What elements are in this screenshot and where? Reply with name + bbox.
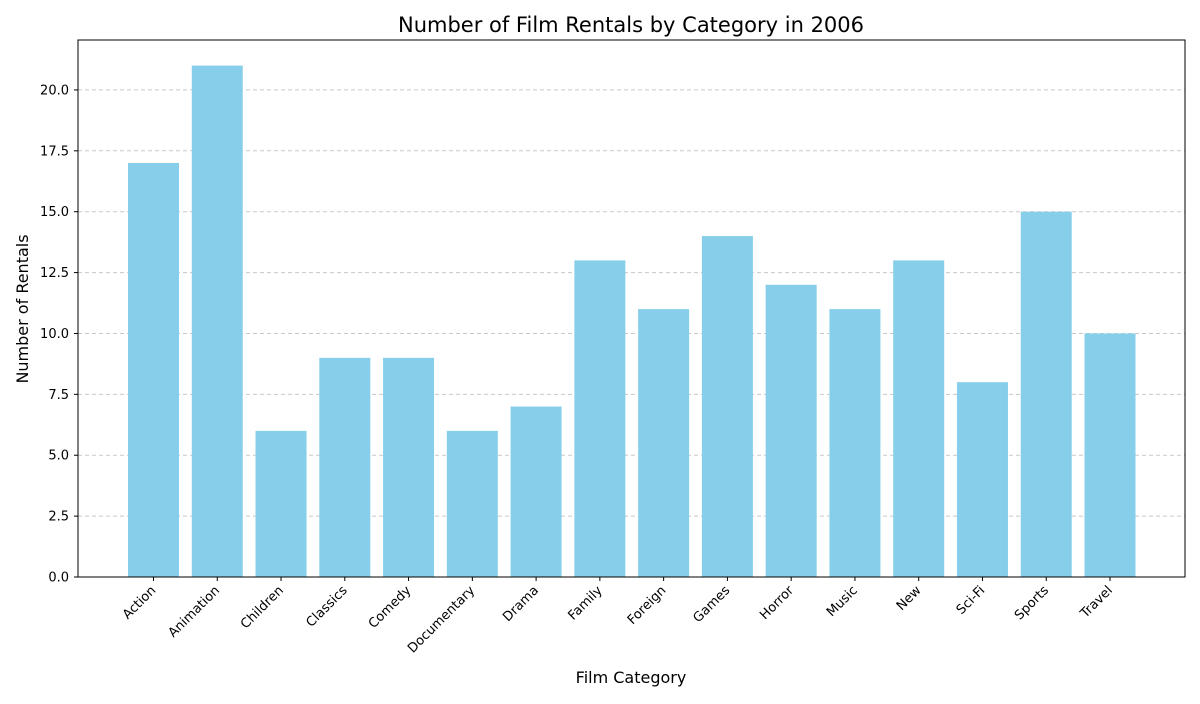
bar-action	[128, 162, 179, 577]
x-tick-label: Family	[566, 583, 606, 623]
y-tick-label: 12.5	[40, 266, 69, 281]
x-tick-label: Action	[120, 583, 159, 622]
grid-lines	[78, 89, 1185, 578]
bar-family	[574, 260, 626, 577]
bar-classics	[319, 357, 371, 577]
bars	[128, 65, 1136, 578]
y-axis-ticks: 0.0 2.5 5.0 7.5 10.0 12.5 15.0 17.5 20.0	[40, 83, 78, 586]
bar-children	[255, 430, 307, 577]
bar-travel	[1084, 333, 1136, 577]
x-tick-label: Sci-Fi	[954, 583, 989, 618]
y-tick-label: 7.5	[48, 388, 69, 403]
bar-comedy	[383, 357, 435, 577]
x-tick-label: Comedy	[366, 583, 415, 632]
y-tick-label: 0.0	[48, 571, 69, 586]
x-tick-label: Drama	[500, 583, 542, 625]
y-tick-label: 15.0	[40, 205, 69, 220]
y-tick-label: 10.0	[40, 327, 69, 342]
plot-area-frame	[77, 39, 1186, 578]
y-tick-label: 5.0	[48, 449, 69, 464]
bar-animation	[191, 65, 243, 578]
x-tick-label: Sports	[1012, 583, 1052, 623]
bar-foreign	[638, 309, 690, 577]
bar-sports	[1020, 211, 1072, 577]
bar-sci-fi	[956, 382, 1008, 577]
y-tick-label: 2.5	[48, 510, 69, 525]
y-axis-title: Number of Rentals	[13, 234, 32, 383]
y-tick-label: 20.0	[40, 83, 69, 98]
bar-games	[701, 236, 753, 578]
x-tick-label: Games	[690, 583, 733, 626]
x-axis-ticks: Action Animation Children Classics ComedyDoc…	[120, 577, 1116, 656]
bar-horror	[765, 284, 817, 577]
chart-title: Number of Film Rentals by Category in 20…	[398, 13, 864, 37]
x-tick-label: Animation	[166, 583, 223, 640]
x-tick-label: Horror	[757, 583, 797, 623]
x-tick-label: Music	[824, 583, 861, 620]
x-axis-title: Film Category	[576, 668, 687, 687]
x-tick-label: Documentary	[405, 583, 478, 656]
bar-documentary	[446, 430, 498, 577]
bar-new	[893, 260, 945, 577]
bar-drama	[510, 406, 562, 577]
x-tick-label: New	[894, 583, 925, 614]
x-tick-label: Travel	[1077, 583, 1116, 622]
bar-music	[829, 309, 881, 577]
x-tick-label: Foreign	[625, 583, 670, 628]
y-tick-label: 17.5	[40, 144, 69, 159]
x-tick-label: Children	[238, 583, 287, 632]
x-tick-label: Classics	[303, 583, 350, 630]
